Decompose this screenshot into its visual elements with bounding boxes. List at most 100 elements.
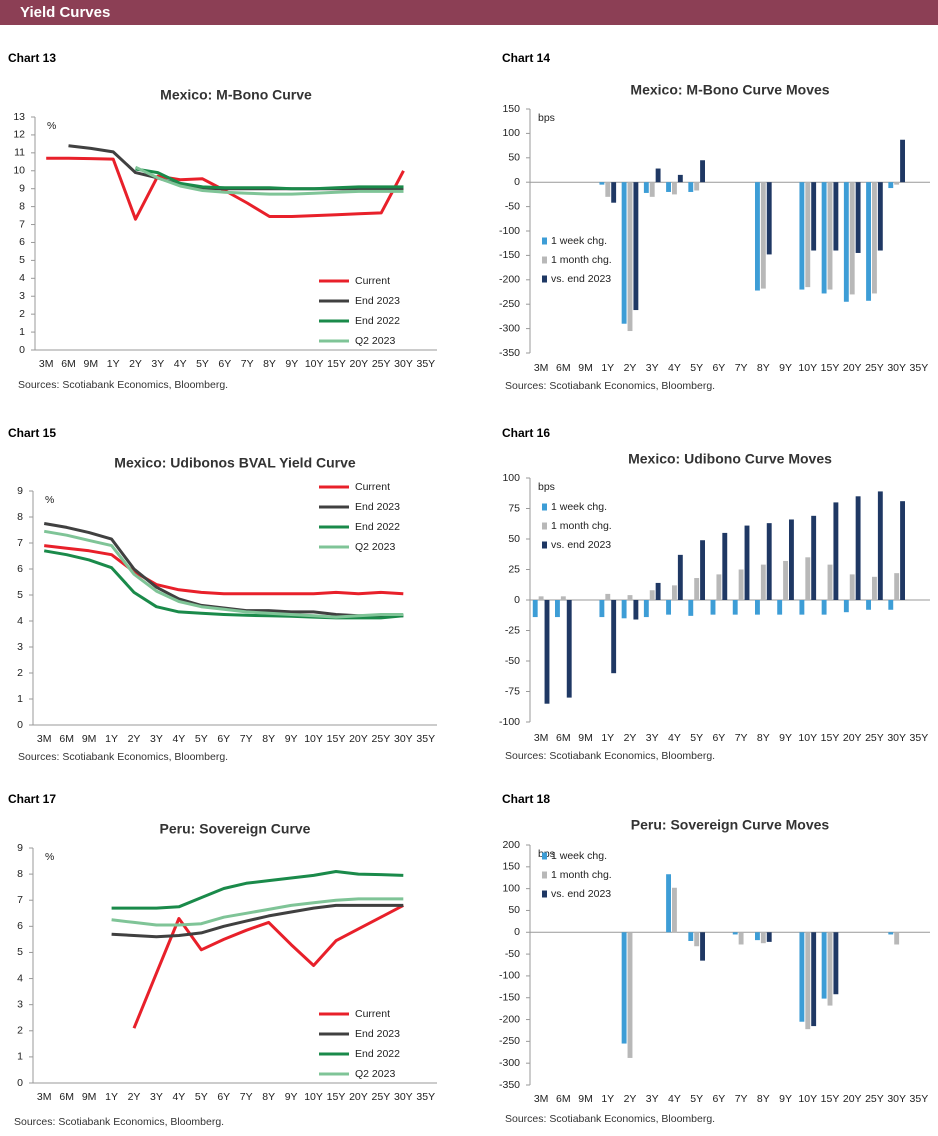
x-tick-label: 3M [534,362,549,374]
bar [611,600,617,674]
bar [760,564,766,600]
chart-title: Peru: Sovereign Curve Moves [631,817,830,833]
x-tick-label: 15Y [327,1091,346,1103]
y-tick-label: -200 [499,274,520,286]
x-tick-label: 9M [578,362,593,374]
legend-label: 1 month chg. [551,254,612,266]
legend-label: vs. end 2023 [551,888,611,900]
x-tick-label: 6M [59,1091,74,1103]
bar [855,182,861,253]
y-tick-label: 3 [17,641,23,653]
bar [655,582,661,600]
bar [732,932,738,935]
legend-label: 1 month chg. [551,520,612,532]
bar [900,139,905,183]
bar [532,600,538,618]
y-tick-label: -350 [499,1079,520,1091]
x-tick-label: 3M [39,358,54,370]
bar [833,502,839,600]
y-tick-label: 5 [17,946,23,958]
y-tick-label: 25 [508,563,520,575]
y-tick-label: 9 [19,182,25,194]
x-tick-label: 15Y [821,362,840,374]
y-tick-label: -250 [499,298,520,310]
series-line [134,165,404,196]
x-tick-label: 7Y [240,1091,253,1103]
bar [755,932,760,941]
bar [799,182,805,290]
bar [643,600,649,618]
legend-label: End 2022 [355,315,400,327]
x-tick-label: 30Y [394,358,413,370]
y-tick-label: 8 [19,200,25,212]
x-tick-label: 6Y [217,733,230,745]
x-tick-label: 5Y [195,1091,208,1103]
y-tick-label: -50 [505,948,520,960]
y-tick-label: 150 [502,103,520,115]
x-tick-label: 3M [534,1093,549,1105]
x-tick-label: 4Y [172,1091,185,1103]
x-tick-label: 8Y [262,733,275,745]
bar [666,874,671,933]
series-line [46,156,405,221]
legend-label: 1 month chg. [551,869,612,881]
y-tick-label: -200 [499,1013,520,1025]
series-line [111,897,404,927]
bar [755,182,760,291]
y-tick-label: -350 [499,347,520,359]
bar [877,182,883,251]
legend-swatch [542,541,547,549]
y-unit: bps [538,481,555,493]
x-tick-label: 25Y [865,362,884,374]
y-tick-label: 0 [17,719,23,731]
x-tick-label: 6Y [712,1093,725,1105]
bar [643,182,649,193]
bar [833,932,839,995]
legend-label: Q2 2023 [355,1068,395,1080]
bar [738,932,744,945]
bar [894,182,900,185]
x-tick-label: 30Y [887,362,906,374]
bar [805,557,811,600]
chart-title: Mexico: M-Bono Curve [160,87,312,103]
x-tick-label: 35Y [910,362,929,374]
x-tick-label: 15Y [327,733,346,745]
bar [766,182,772,255]
bar [688,182,694,192]
y-tick-label: 13 [13,111,25,123]
bar [777,600,783,615]
x-tick-label: 2Y [624,362,637,374]
y-tick-label: 5 [17,589,23,601]
y-tick-label: -300 [499,1057,520,1069]
x-tick-label: 20Y [349,1091,368,1103]
x-tick-label: 3Y [150,1091,163,1103]
legend-swatch [542,890,547,898]
x-tick-label: 20Y [349,358,368,370]
source: Sources: Scotiabank Economics, Bloomberg… [505,380,715,392]
x-tick-label: 5Y [690,732,703,744]
x-tick-label: 35Y [416,1091,435,1103]
bar [766,932,772,942]
x-tick-label: 7Y [735,362,748,374]
bar [627,932,633,1058]
chart-label: Chart 16 [502,426,550,440]
bar [799,932,805,1022]
y-tick-label: 9 [17,842,23,854]
bar [849,182,855,295]
x-tick-label: 10Y [304,733,323,745]
bar [811,932,817,1027]
x-tick-label: 35Y [910,1093,929,1105]
source: Sources: Scotiabank Economics, Bloomberg… [18,379,228,391]
bar [621,182,627,324]
x-tick-label: 7Y [735,1093,748,1105]
x-tick-label: 9M [82,733,97,745]
legend-swatch [542,237,547,245]
x-tick-label: 9Y [285,1091,298,1103]
y-tick-label: -150 [499,992,520,1004]
bar [821,182,827,294]
y-tick-label: 1 [17,1051,23,1063]
bar [672,182,677,195]
x-tick-label: 35Y [910,732,929,744]
legend-label: Current [355,275,390,287]
x-tick-label: 1Y [105,1091,118,1103]
